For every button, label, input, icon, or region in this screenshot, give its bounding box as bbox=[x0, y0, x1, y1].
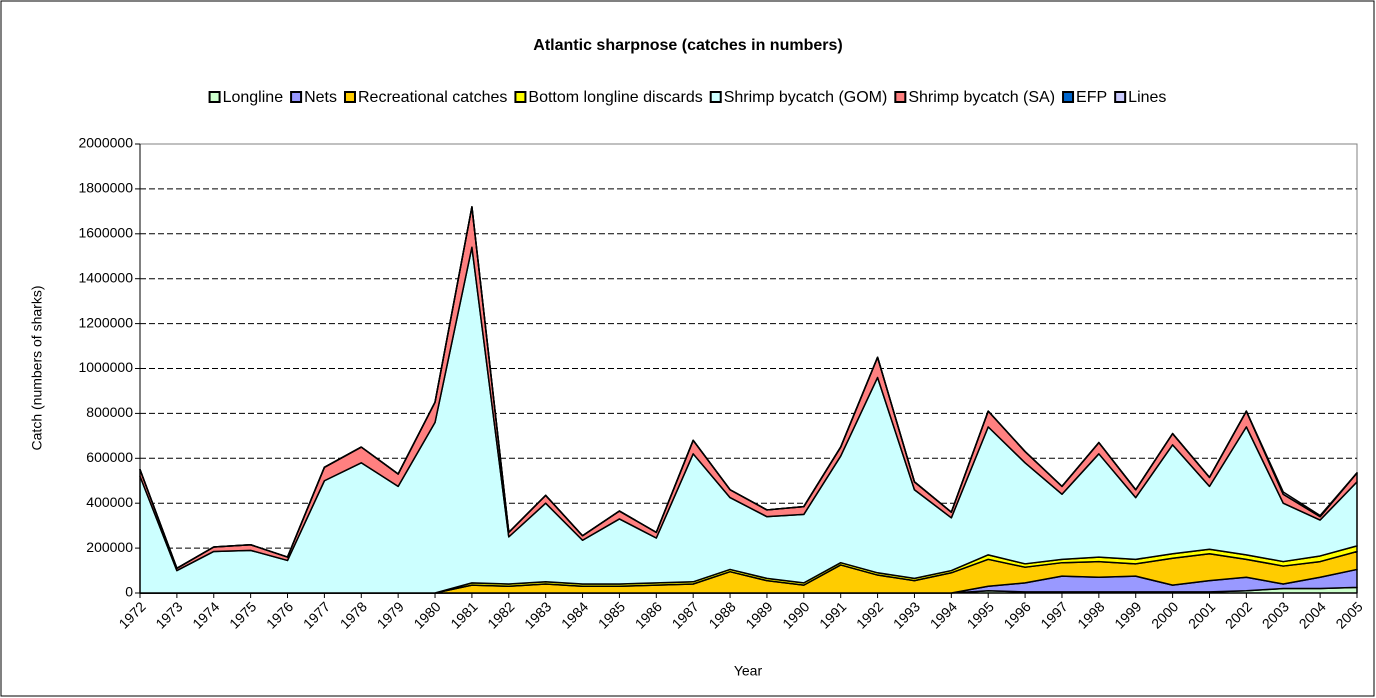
legend-label: Nets bbox=[304, 89, 337, 106]
y-tick-label: 1800000 bbox=[78, 180, 133, 196]
y-tick-label: 400000 bbox=[86, 494, 133, 510]
x-axis-label: Year bbox=[734, 663, 763, 679]
chart-title: Atlantic sharpnose (catches in numbers) bbox=[533, 37, 842, 54]
legend-swatch bbox=[1114, 91, 1127, 103]
legend-swatch bbox=[208, 91, 221, 103]
y-tick-label: 1000000 bbox=[78, 359, 133, 375]
legend-label: Bottom longline discards bbox=[528, 89, 702, 106]
area bbox=[139, 206, 1358, 570]
y-tick-label: 1400000 bbox=[78, 269, 133, 285]
legend-swatch bbox=[343, 91, 356, 103]
legend-label: Recreational catches bbox=[358, 89, 507, 106]
y-tick-label: 1600000 bbox=[78, 225, 133, 241]
legend-label: EFP bbox=[1076, 89, 1107, 106]
legend-swatch bbox=[894, 91, 907, 103]
legend: Longline Nets Recreational catches Bottom l… bbox=[208, 89, 1166, 106]
y-tick-label: 800000 bbox=[86, 404, 133, 420]
y-tick-label: 200000 bbox=[86, 539, 133, 555]
legend-label: Shrimp bycatch (SA) bbox=[908, 89, 1055, 106]
y-tick-label: 0 bbox=[125, 584, 133, 600]
legend-swatch bbox=[709, 91, 722, 103]
legend-label: Lines bbox=[1128, 89, 1166, 106]
legend-swatch bbox=[1062, 91, 1075, 103]
y-tick-label: 2000000 bbox=[78, 135, 133, 151]
legend-swatch bbox=[290, 91, 303, 103]
legend-label: Shrimp bycatch (GOM) bbox=[724, 89, 888, 106]
legend-swatch bbox=[514, 91, 527, 103]
legend-label: Longline bbox=[223, 89, 284, 106]
y-tick-label: 1200000 bbox=[78, 314, 133, 330]
y-tick-label: 600000 bbox=[86, 449, 133, 465]
y-axis-label: Catch (numbers of sharks) bbox=[29, 286, 45, 451]
